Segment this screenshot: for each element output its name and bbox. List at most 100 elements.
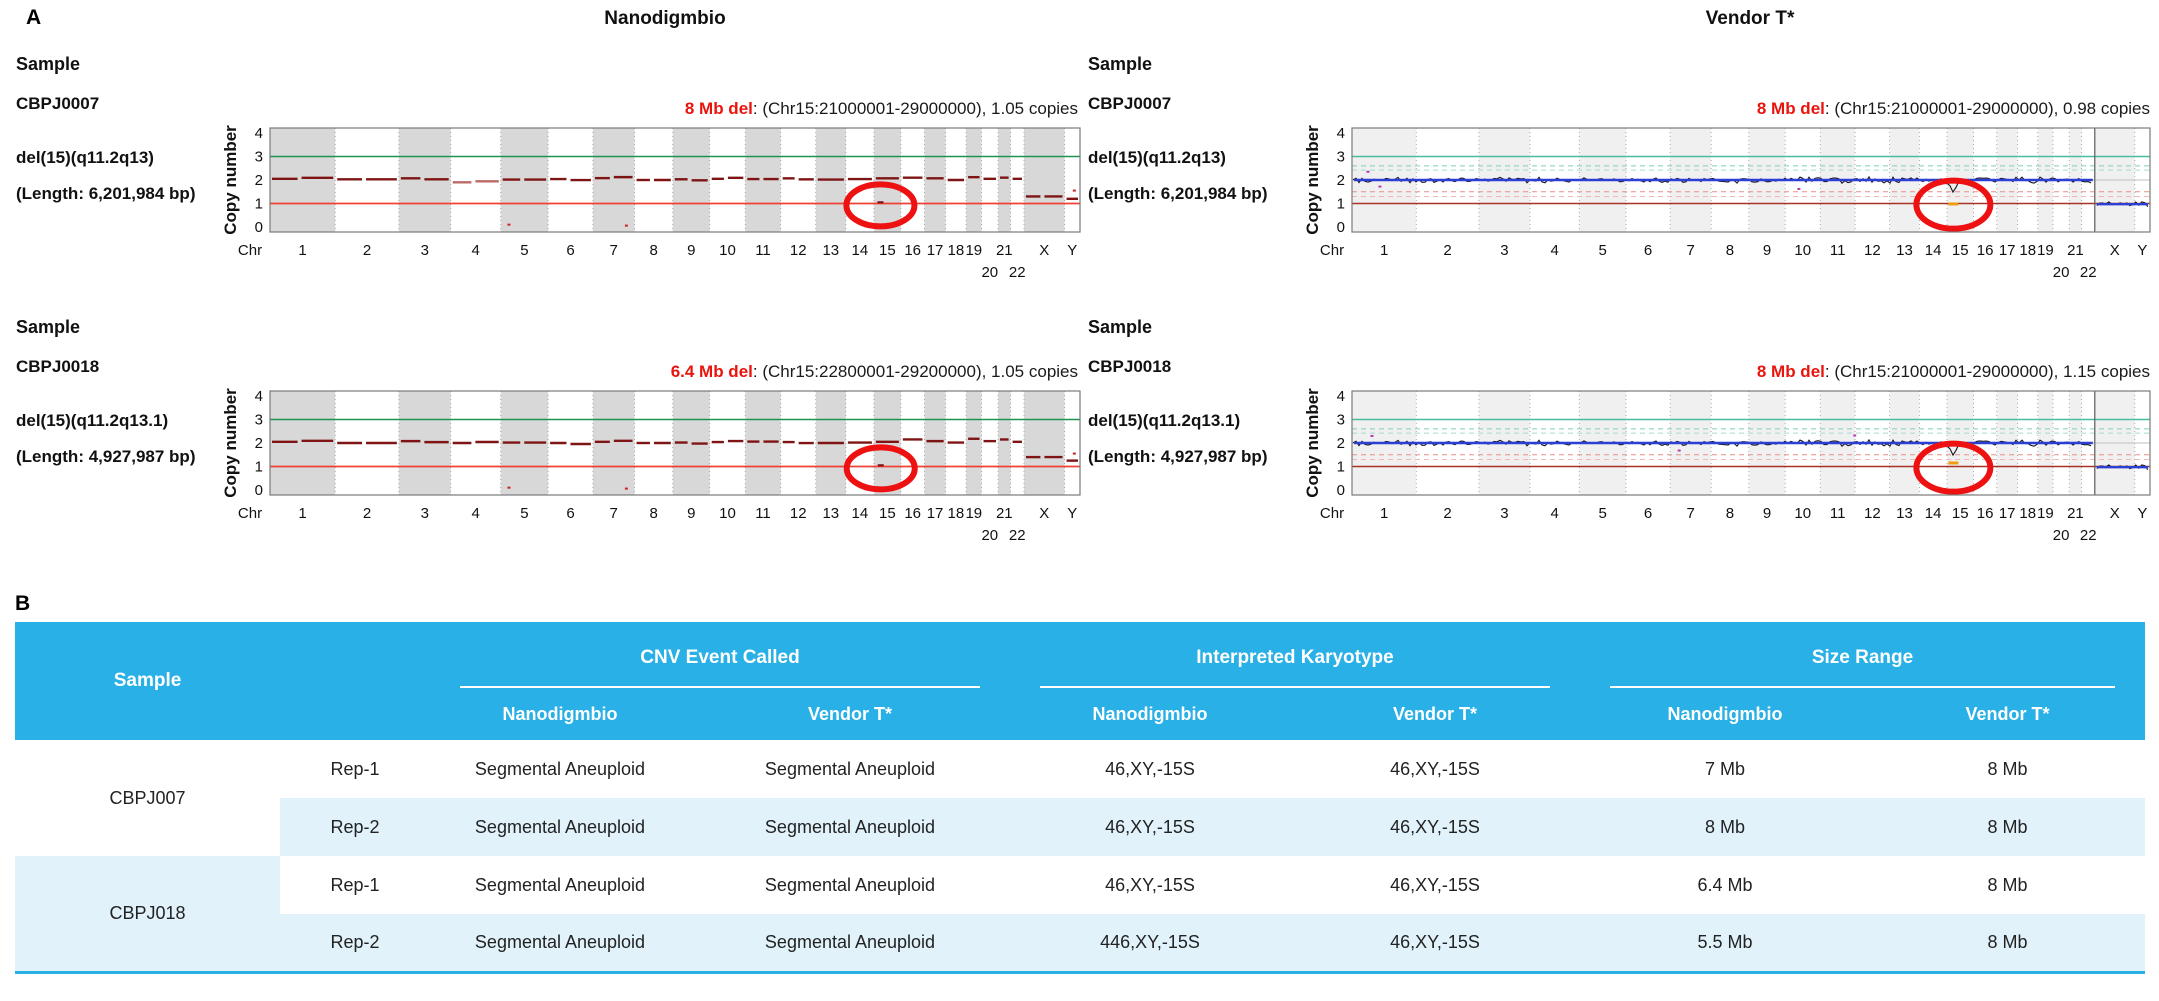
svg-text:2: 2: [1443, 242, 1451, 259]
deletion-circle-annotation: [843, 181, 918, 230]
svg-text:15: 15: [1952, 242, 1969, 259]
panel-a-label: A: [26, 6, 42, 29]
svg-text:7: 7: [1686, 505, 1694, 522]
svg-text:Chr: Chr: [1320, 242, 1344, 259]
sample-id: CBPJ0007: [1088, 94, 1172, 113]
panel-b-table-wrap: Sample CNV Event Called Interpreted Kary…: [15, 622, 2146, 974]
svg-text:4: 4: [255, 125, 263, 142]
cell-rep: Rep-2: [280, 798, 430, 856]
group-underline: [1040, 686, 1551, 688]
col-header-sample: Sample: [15, 622, 280, 740]
svg-text:2: 2: [255, 435, 263, 452]
deletion-annotation: 8 Mb del: (Chr15:21000001-29000000), 0.9…: [1757, 99, 2150, 119]
svg-text:8: 8: [649, 242, 657, 259]
group-title: CNV Event Called: [640, 647, 800, 668]
svg-text:22: 22: [1009, 264, 1026, 281]
svg-text:11: 11: [1830, 505, 1846, 522]
svg-text:Y: Y: [1067, 505, 1077, 522]
svg-text:5: 5: [520, 242, 528, 259]
svg-text:1: 1: [1380, 505, 1388, 522]
table-row: CBPJ007 Rep-1 Segmental Aneuploid Segmen…: [15, 740, 2146, 856]
svg-text:21: 21: [996, 505, 1013, 522]
svg-text:13: 13: [822, 242, 839, 259]
svg-text:21: 21: [996, 242, 1013, 259]
column-title-nanodigmbio: Nanodigmbio: [604, 8, 726, 29]
deletion-region-label: : (Chr15:22800001-29200000), 1.05 copies: [752, 362, 1078, 381]
subheader-size-nanodigmbio: Nanodigmbio: [1580, 688, 1871, 740]
svg-text:3: 3: [1500, 242, 1508, 259]
svg-text:1: 1: [1337, 196, 1345, 213]
svg-text:18: 18: [2019, 242, 2036, 259]
svg-text:16: 16: [904, 505, 921, 522]
svg-text:16: 16: [1977, 505, 1994, 522]
sample-heading: Sample: [1088, 317, 1153, 337]
svg-text:11: 11: [1830, 242, 1846, 259]
sample-length: (Length: 6,201,984 bp): [16, 184, 196, 203]
sample-id: CBPJ0018: [16, 357, 100, 376]
svg-text:2: 2: [363, 242, 371, 259]
svg-text:4: 4: [1550, 242, 1558, 259]
svg-text:0: 0: [1337, 482, 1345, 499]
cell-karyotype-vendor-t: 46,XY,-15S: [1290, 914, 1581, 972]
col-header-rep-blank: [280, 622, 430, 740]
svg-text:22: 22: [2080, 527, 2097, 544]
sample-heading: Sample: [16, 54, 81, 74]
cell-cnv-vendor-t: Segmental Aneuploid: [690, 798, 1010, 856]
cell-cnv-nanodigmbio: Segmental Aneuploid: [430, 740, 690, 798]
svg-text:3: 3: [1500, 505, 1508, 522]
group-title: Size Range: [1811, 647, 1914, 668]
cell-cnv-vendor-t: Segmental Aneuploid: [690, 914, 1010, 972]
svg-text:9: 9: [1763, 505, 1771, 522]
sample-length: (Length: 4,927,987 bp): [1088, 447, 1268, 466]
sample-karyotype: del(15)(q11.2q13.1): [16, 411, 169, 430]
table-row: CBPJ018 Rep-1 Segmental Aneuploid Segmen…: [15, 856, 2146, 972]
svg-text:X: X: [1039, 242, 1049, 259]
svg-text:Chr: Chr: [1320, 505, 1344, 522]
panel-b-label: B: [15, 592, 31, 615]
svg-text:10: 10: [719, 505, 736, 522]
svg-text:Chr: Chr: [238, 505, 262, 522]
svg-text:7: 7: [610, 242, 618, 259]
svg-text:10: 10: [1794, 242, 1811, 259]
svg-text:10: 10: [719, 242, 736, 259]
svg-text:15: 15: [879, 242, 896, 259]
cell-karyotype-nanodigmbio: 46,XY,-15S: [1010, 740, 1290, 798]
deletion-circle-annotation: [843, 444, 918, 493]
svg-text:3: 3: [1337, 412, 1345, 429]
svg-text:3: 3: [255, 412, 263, 429]
svg-text:19: 19: [2037, 242, 2054, 259]
svg-text:8: 8: [1726, 505, 1734, 522]
cell-size-vendor-t: 8 Mb: [1870, 798, 2146, 856]
svg-text:Copy number: Copy number: [1303, 125, 1322, 235]
svg-text:17: 17: [927, 242, 944, 259]
cell-cnv-vendor-t: Segmental Aneuploid: [690, 856, 1010, 914]
deletion-region-label: : (Chr15:21000001-29000000), 1.15 copies: [1824, 362, 2150, 381]
svg-text:9: 9: [1763, 242, 1771, 259]
column-title-vendor-t: Vendor T*: [1705, 8, 1795, 29]
svg-text:4: 4: [1550, 505, 1558, 522]
cell-cnv-nanodigmbio: Segmental Aneuploid: [430, 856, 690, 914]
svg-text:21: 21: [2067, 242, 2084, 259]
svg-text:1: 1: [298, 505, 306, 522]
svg-text:12: 12: [790, 505, 807, 522]
group-title: Interpreted Karyotype: [1196, 647, 1394, 668]
svg-text:10: 10: [1794, 505, 1811, 522]
cell-karyotype-vendor-t: 46,XY,-15S: [1290, 856, 1581, 914]
subheader-karyotype-vendor-t: Vendor T*: [1290, 688, 1581, 740]
svg-text:3: 3: [421, 242, 429, 259]
svg-text:5: 5: [520, 505, 528, 522]
svg-text:22: 22: [1009, 527, 1026, 544]
svg-text:4: 4: [255, 388, 263, 405]
svg-text:13: 13: [822, 505, 839, 522]
svg-text:18: 18: [2019, 505, 2036, 522]
table-row: Rep-2 Segmental Aneuploid Segmental Aneu…: [15, 798, 2146, 856]
sample-heading: Sample: [16, 317, 81, 337]
svg-text:5: 5: [1598, 505, 1606, 522]
svg-text:7: 7: [610, 505, 618, 522]
group-underline: [460, 686, 980, 688]
deletion-region-label: : (Chr15:21000001-29000000), 0.98 copies: [1824, 99, 2150, 118]
svg-text:8: 8: [1726, 242, 1734, 259]
svg-text:3: 3: [255, 149, 263, 166]
